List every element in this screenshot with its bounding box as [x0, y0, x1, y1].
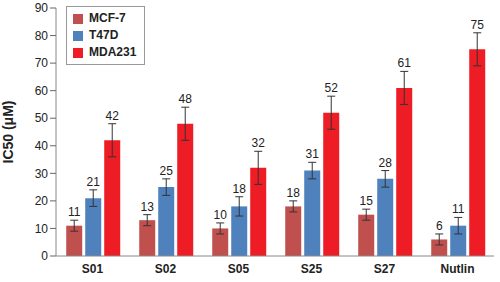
- svg-text:61: 61: [398, 56, 412, 70]
- svg-text:20: 20: [35, 194, 49, 208]
- svg-text:48: 48: [179, 92, 193, 106]
- html-text:T47D: T47D: [89, 28, 119, 42]
- svg-text:32: 32: [252, 136, 266, 150]
- svg-text:S01: S01: [82, 262, 104, 276]
- svg-text:31: 31: [306, 147, 320, 161]
- html-text:MDA231: MDA231: [89, 45, 137, 59]
- svg-text:13: 13: [141, 200, 155, 214]
- svg-text:80: 80: [35, 29, 49, 43]
- html-text:MCF-7: MCF-7: [89, 11, 126, 25]
- svg-text:18: 18: [287, 186, 301, 200]
- svg-text:40: 40: [35, 139, 49, 153]
- svg-text:10: 10: [35, 222, 49, 236]
- svg-text:IC50 (μM): IC50 (μM): [8, 100, 16, 163]
- svg-text:60: 60: [35, 84, 49, 98]
- svg-text:15: 15: [360, 194, 374, 208]
- svg-text:90: 90: [35, 1, 49, 15]
- svg-text:50: 50: [35, 111, 49, 125]
- svg-text:25: 25: [160, 164, 174, 178]
- svg-text:Nutlin: Nutlin: [441, 262, 475, 276]
- svg-text:42: 42: [106, 109, 120, 123]
- svg-text:11: 11: [452, 202, 465, 216]
- svg-text:18: 18: [233, 182, 247, 196]
- svg-text:0: 0: [41, 249, 48, 263]
- svg-text:S05: S05: [228, 262, 250, 276]
- svg-text:6: 6: [436, 219, 443, 233]
- svg-text:10: 10: [214, 208, 228, 222]
- svg-text:52: 52: [325, 81, 339, 95]
- svg-text:21: 21: [87, 175, 101, 189]
- svg-text:S02: S02: [155, 262, 177, 276]
- svg-text:S25: S25: [301, 262, 323, 276]
- svg-text:70: 70: [35, 56, 49, 70]
- svg-text:S27: S27: [374, 262, 396, 276]
- svg-text:28: 28: [379, 156, 393, 170]
- svg-text:11: 11: [68, 205, 81, 219]
- svg-text:75: 75: [471, 18, 485, 32]
- svg-text:30: 30: [35, 167, 49, 181]
